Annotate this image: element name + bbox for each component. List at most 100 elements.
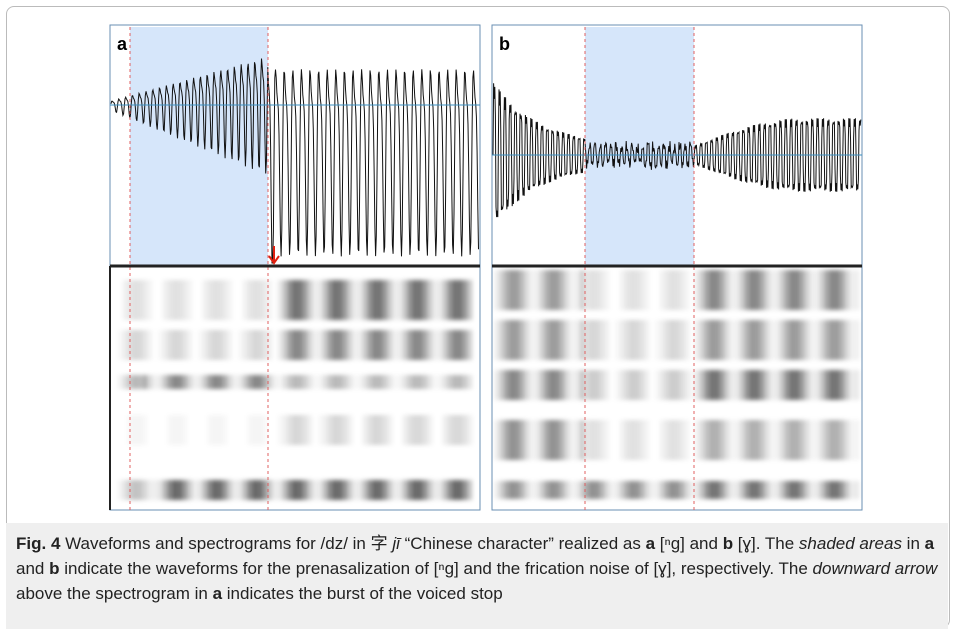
- spectral-band: [388, 330, 392, 360]
- spectral-band: [228, 375, 232, 389]
- spectral-band: [725, 370, 729, 400]
- spectral-band: [268, 280, 272, 320]
- spectral-band: [363, 330, 367, 360]
- spectral-band: [463, 330, 467, 360]
- spectral-band: [505, 481, 509, 499]
- spectral-band: [288, 330, 292, 360]
- spectral-band: [448, 330, 452, 360]
- spectral-band: [338, 375, 342, 389]
- spectral-band: [605, 420, 609, 460]
- spectral-band: [720, 370, 724, 400]
- spectral-band: [448, 480, 452, 500]
- spectral-band: [183, 280, 187, 320]
- spectral-band: [318, 375, 322, 389]
- spectral-band: [333, 480, 337, 500]
- spectral-band: [700, 370, 704, 400]
- spectral-band: [535, 420, 539, 460]
- spectral-band: [570, 320, 574, 360]
- spectral-band: [178, 480, 182, 500]
- spectral-band: [198, 330, 202, 360]
- spectral-band: [565, 420, 569, 460]
- spectral-band: [680, 270, 684, 310]
- spectral-band: [855, 481, 859, 499]
- spectral-band: [218, 330, 222, 360]
- caption-bold: b: [49, 559, 59, 578]
- spectral-band: [238, 330, 242, 360]
- spectral-band: [755, 481, 759, 499]
- spectral-band: [555, 320, 559, 360]
- spectral-band: [433, 375, 437, 389]
- spectral-band: [303, 480, 307, 500]
- spectral-band: [223, 480, 227, 500]
- spectral-band: [695, 370, 699, 400]
- spectral-band: [645, 481, 649, 499]
- spectral-band: [158, 375, 162, 389]
- spectral-band: [413, 415, 417, 445]
- spectral-band: [665, 270, 669, 310]
- spectral-band: [323, 375, 327, 389]
- spectral-band: [745, 270, 749, 310]
- spectral-band: [785, 270, 789, 310]
- spectral-band: [263, 375, 267, 389]
- spectral-band: [268, 330, 272, 360]
- spectral-band: [660, 481, 664, 499]
- spectral-band: [288, 280, 292, 320]
- spectral-band: [323, 330, 327, 360]
- spectral-band: [635, 370, 639, 400]
- spectral-band: [178, 330, 182, 360]
- spectral-band: [775, 420, 779, 460]
- spectral-band: [428, 375, 432, 389]
- spectral-band: [423, 375, 427, 389]
- spectral-band: [208, 330, 212, 360]
- spectral-band: [338, 480, 342, 500]
- spectral-band: [555, 270, 559, 310]
- panel-label: a: [117, 34, 128, 54]
- spectral-band: [785, 420, 789, 460]
- spectral-band: [418, 375, 422, 389]
- spectral-band: [378, 480, 382, 500]
- caption-text: “Chinese character” realized as: [400, 534, 646, 553]
- spectral-band: [590, 370, 594, 400]
- spectral-band: [505, 270, 509, 310]
- spectral-band: [535, 320, 539, 360]
- spectral-band: [510, 270, 514, 310]
- spectral-band: [740, 320, 744, 360]
- spectral-band: [835, 270, 839, 310]
- spectral-band: [323, 415, 327, 445]
- spectral-band: [228, 480, 232, 500]
- spectral-band: [343, 375, 347, 389]
- spectral-band: [443, 480, 447, 500]
- spectral-band: [515, 270, 519, 310]
- spectral-band: [413, 330, 417, 360]
- spectral-band: [453, 330, 457, 360]
- spectral-band: [348, 330, 352, 360]
- spectral-band: [745, 481, 749, 499]
- spectral-band: [343, 280, 347, 320]
- figure-image: a b: [0, 0, 956, 520]
- spectral-band: [183, 375, 187, 389]
- spectral-band: [328, 280, 332, 320]
- spectral-band: [780, 420, 784, 460]
- spectral-band: [263, 415, 267, 445]
- spectral-band: [363, 415, 367, 445]
- spectral-band: [283, 415, 287, 445]
- spectral-band: [790, 420, 794, 460]
- spectral-band: [463, 480, 467, 500]
- spectral-band: [458, 330, 462, 360]
- spectral-band: [333, 415, 337, 445]
- spectral-band: [438, 480, 442, 500]
- spectral-band: [253, 280, 257, 320]
- spectral-band: [840, 481, 844, 499]
- spectral-band: [820, 420, 824, 460]
- spectral-band: [363, 280, 367, 320]
- spectral-band: [468, 280, 472, 320]
- spectral-band: [715, 270, 719, 310]
- spectral-band: [333, 330, 337, 360]
- spectral-band: [248, 375, 252, 389]
- spectral-band: [138, 415, 142, 445]
- spectral-band: [815, 320, 819, 360]
- spectral-band: [755, 270, 759, 310]
- spectral-band: [403, 480, 407, 500]
- spectral-band: [398, 375, 402, 389]
- spectral-band: [515, 320, 519, 360]
